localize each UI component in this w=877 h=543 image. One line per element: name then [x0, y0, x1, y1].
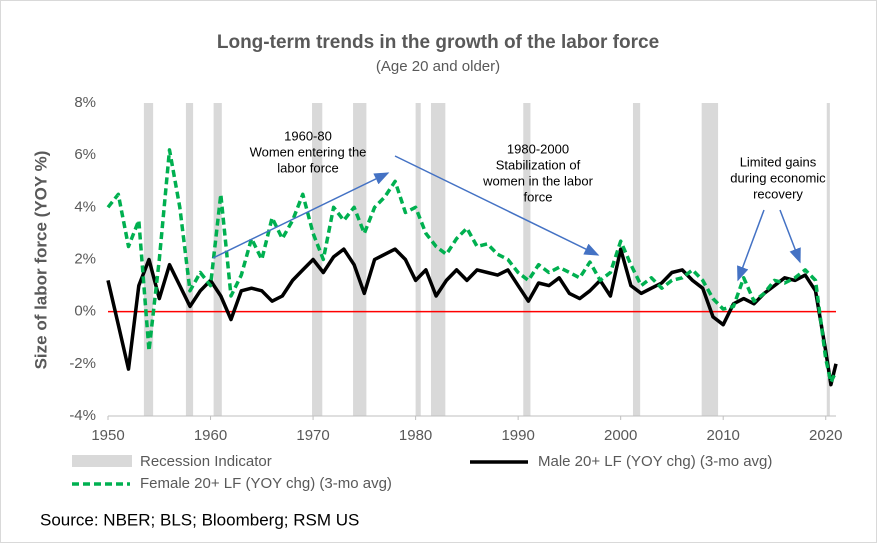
- annotation-text: force: [524, 189, 553, 204]
- annotation-arrow: [212, 172, 390, 259]
- recession-band: [185, 103, 194, 416]
- annotation-text: during economic: [730, 170, 826, 185]
- annotation-arrow: [737, 209, 765, 282]
- recession-band: [430, 103, 446, 416]
- recession-band: [213, 103, 222, 416]
- x-tick-label: 2000: [604, 427, 637, 444]
- annotation-text: labor force: [277, 160, 338, 175]
- annotation-text: Women entering the: [250, 144, 367, 159]
- legend-label: Female 20+ LF (YOY chg) (3-mo avg): [140, 475, 392, 492]
- annotation-text: 1980-2000: [507, 141, 569, 156]
- legend-label: Male 20+ LF (YOY chg) (3-mo avg): [538, 453, 772, 470]
- source: Source: NBER; BLS; Bloomberg; RSM US: [40, 510, 359, 529]
- x-tick-label: 2020: [809, 427, 842, 444]
- y-tick-label: 0%: [74, 303, 96, 320]
- annotation-arrow: [394, 155, 600, 256]
- y-tick-label: -4%: [69, 407, 96, 424]
- y-tick-label: -2%: [69, 355, 96, 372]
- x-tick-label: 1980: [399, 427, 432, 444]
- annotation-text: Stabilization of: [496, 157, 581, 172]
- y-tick-label: 6%: [74, 146, 96, 163]
- annotation-text: recovery: [753, 186, 803, 201]
- series-line: [106, 148, 838, 384]
- recession-band: [415, 103, 421, 416]
- recession-band: [312, 103, 323, 416]
- y-tick-label: 2%: [74, 250, 96, 267]
- x-tick-label: 1990: [501, 427, 534, 444]
- recession-band: [353, 103, 367, 416]
- annotation-text: 1960-80: [284, 128, 332, 143]
- legend-swatch: [72, 455, 132, 467]
- annotation-text: women in the labor: [482, 173, 594, 188]
- x-tick-label: 2010: [707, 427, 740, 444]
- recession-band: [523, 103, 531, 416]
- y-axis-label: Size of labor force (YOY %): [31, 151, 50, 370]
- annotation-arrow: [779, 209, 801, 264]
- y-tick-label: 4%: [74, 198, 96, 215]
- recession-band: [826, 103, 830, 416]
- recession-band: [701, 103, 719, 416]
- recession-band: [632, 103, 641, 416]
- chart-subtitle: (Age 20 and older): [376, 58, 500, 75]
- legend-label: Recession Indicator: [140, 453, 272, 470]
- x-tick-label: 1950: [91, 427, 124, 444]
- x-tick-label: 1970: [296, 427, 329, 444]
- annotation-text: Limited gains: [740, 154, 817, 169]
- y-tick-label: 8%: [74, 94, 96, 111]
- chart-title: Long-term trends in the growth of the la…: [217, 32, 659, 53]
- x-tick-label: 1960: [194, 427, 227, 444]
- series-line: [106, 247, 838, 387]
